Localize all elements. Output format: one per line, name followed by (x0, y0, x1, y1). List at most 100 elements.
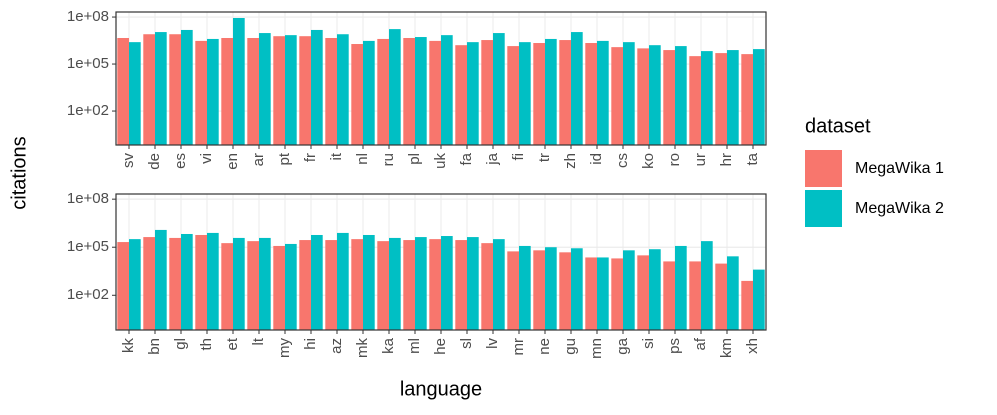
x-tick-label: zh (562, 153, 579, 169)
x-tick-label: mr (510, 338, 527, 356)
bar (519, 42, 531, 145)
x-tick-label: ta (744, 152, 761, 165)
bar (377, 241, 389, 330)
y-tick-label: 1e+02 (67, 102, 109, 119)
bar (727, 256, 739, 330)
x-tick-label: hr (718, 153, 735, 166)
bar (299, 240, 311, 330)
x-tick-label: km (718, 338, 735, 358)
x-tick-label: tr (536, 153, 553, 162)
x-tick-label: pt (276, 152, 293, 165)
bar (129, 239, 141, 330)
x-tick-label: bn (146, 338, 163, 355)
x-axis-title: language (400, 378, 482, 400)
x-tick-label: gl (172, 338, 189, 350)
bar (663, 261, 675, 330)
bar (377, 38, 389, 145)
y-tick-label: 1e+08 (67, 190, 109, 207)
bar (455, 240, 467, 330)
bar (753, 269, 765, 330)
legend-label: MegaWika 2 (855, 200, 944, 217)
x-tick-label: hi (302, 338, 319, 350)
bar (701, 51, 713, 145)
bar (337, 232, 349, 330)
bar (533, 250, 545, 330)
bar (169, 34, 181, 145)
x-tick-label: en (224, 153, 241, 170)
x-tick-label: sv (120, 153, 137, 169)
x-tick-label: xh (744, 338, 761, 354)
bar (221, 243, 233, 330)
bar (663, 50, 675, 145)
bar (637, 48, 649, 145)
x-tick-label: ml (406, 338, 423, 354)
x-tick-label: he (432, 338, 449, 355)
bar (143, 34, 155, 145)
bar (597, 40, 609, 145)
bar (207, 38, 219, 145)
x-tick-label: mn (588, 338, 605, 359)
bar (559, 252, 571, 330)
x-tick-label: mk (354, 338, 371, 358)
bar (155, 32, 167, 145)
x-tick-label: ar (250, 153, 267, 166)
bar (649, 249, 661, 330)
bar (611, 258, 623, 330)
bar (689, 261, 701, 330)
bar (247, 37, 259, 145)
bar (623, 250, 635, 330)
x-tick-label: lv (484, 338, 501, 349)
bar (233, 17, 245, 145)
bar (623, 42, 635, 145)
legend-label: MegaWika 1 (855, 160, 944, 177)
bar (207, 232, 219, 330)
bar (273, 245, 285, 330)
bar (259, 33, 271, 146)
bar (481, 243, 493, 330)
legend-key (805, 150, 842, 187)
bar (311, 234, 323, 330)
bar (363, 40, 375, 145)
x-tick-label: ur (692, 153, 709, 166)
x-tick-label: it (328, 152, 345, 160)
x-tick-label: es (172, 153, 189, 169)
x-tick-label: af (692, 337, 709, 350)
bar (441, 35, 453, 145)
bar (649, 45, 661, 146)
x-tick-label: et (224, 337, 241, 350)
bar (311, 29, 323, 145)
bar (195, 40, 207, 145)
bar (155, 229, 167, 330)
bar (571, 32, 583, 145)
bar (429, 239, 441, 330)
x-tick-label: sl (458, 338, 475, 349)
bar (325, 240, 337, 330)
bar (403, 37, 415, 145)
bar (741, 54, 753, 145)
x-tick-label: ru (380, 153, 397, 166)
bar (415, 37, 427, 146)
x-tick-label: ja (484, 152, 501, 165)
bar (337, 34, 349, 145)
bar (533, 43, 545, 145)
bar (689, 56, 701, 145)
legend-key (805, 190, 842, 227)
bar (389, 29, 401, 146)
x-tick-label: ps (666, 338, 683, 354)
bar (571, 248, 583, 330)
bar (481, 40, 493, 145)
legend-title: dataset (805, 115, 871, 137)
bar (259, 237, 271, 330)
bar (467, 237, 479, 330)
bar (441, 236, 453, 330)
x-tick-label: kk (120, 338, 137, 354)
y-tick-label: 1e+05 (67, 55, 109, 72)
bar (559, 40, 571, 145)
bar (467, 42, 479, 145)
bar (519, 245, 531, 330)
y-tick-label: 1e+02 (67, 286, 109, 303)
x-tick-label: ka (380, 337, 397, 354)
bar (585, 43, 597, 145)
bar (429, 40, 441, 145)
